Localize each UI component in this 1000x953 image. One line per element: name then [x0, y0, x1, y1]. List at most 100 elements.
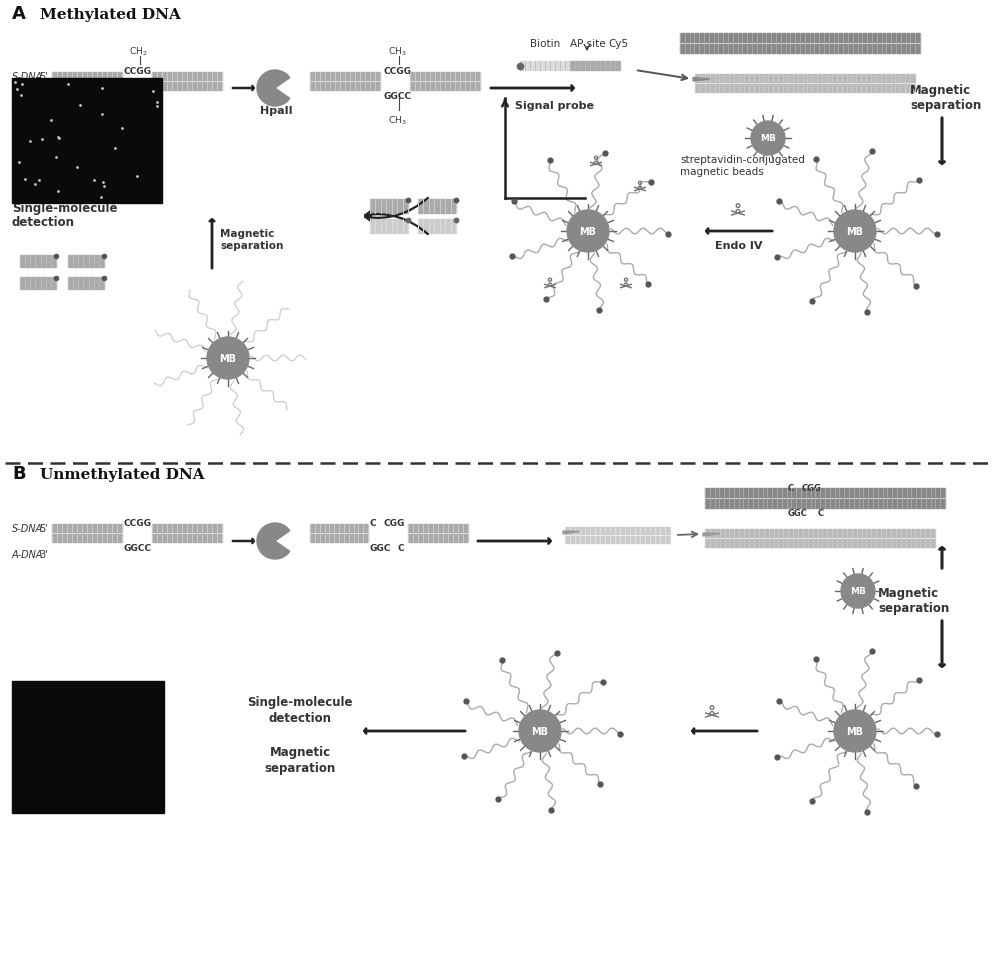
Text: MB: MB [847, 726, 864, 737]
Text: $\rm CH_3$: $\rm CH_3$ [129, 114, 148, 127]
Bar [68, 262, 104, 268]
Text: AP site: AP site [570, 39, 606, 49]
Text: 5': 5' [39, 523, 48, 534]
Bar [418, 227, 456, 233]
Bar [20, 284, 56, 290]
Bar [408, 534, 468, 542]
Bar [520, 63, 570, 71]
Text: HpaII: HpaII [260, 106, 293, 116]
Text: MB: MB [219, 354, 236, 364]
Text: GGCC: GGCC [124, 544, 152, 553]
Text: Cy5: Cy5 [608, 39, 628, 49]
Text: Unmethylated DNA: Unmethylated DNA [40, 468, 205, 481]
Bar [52, 72, 122, 81]
Text: CGG: CGG [383, 519, 404, 528]
Text: detection: detection [12, 215, 75, 229]
Bar [705, 489, 945, 497]
Bar [418, 220, 456, 226]
Polygon shape [703, 534, 720, 537]
Bar [418, 200, 456, 206]
Text: MB: MB [580, 227, 596, 236]
Text: Magnetic: Magnetic [269, 745, 331, 759]
Bar [705, 530, 935, 537]
Polygon shape [563, 532, 580, 535]
Text: CCGG: CCGG [124, 519, 152, 528]
Circle shape [834, 211, 876, 253]
Text: separation: separation [264, 761, 336, 774]
Wedge shape [257, 71, 290, 107]
Bar [20, 255, 56, 261]
Text: A-DNA: A-DNA [12, 550, 44, 559]
Circle shape [567, 211, 609, 253]
Bar [565, 528, 670, 535]
Text: MB: MB [850, 587, 866, 596]
Circle shape [834, 710, 876, 752]
Text: 3': 3' [39, 550, 48, 559]
Text: GGCC: GGCC [124, 92, 152, 101]
Bar [12, 681, 164, 813]
Text: C: C [369, 519, 376, 528]
Text: GGCC: GGCC [383, 92, 411, 101]
Text: Signal probe: Signal probe [515, 101, 594, 111]
Bar [370, 200, 408, 206]
Circle shape [841, 575, 875, 608]
Text: S-DNA: S-DNA [12, 523, 43, 534]
Bar [370, 220, 408, 226]
Bar [12, 79, 162, 204]
Text: Single-molecule: Single-molecule [247, 696, 353, 708]
Text: GGC: GGC [788, 509, 808, 518]
Bar [705, 499, 945, 508]
Bar [20, 262, 56, 268]
Bar [310, 83, 380, 91]
Text: C: C [397, 544, 404, 553]
Bar [68, 284, 104, 290]
Bar [680, 34, 920, 43]
Bar [310, 524, 368, 533]
Text: Magnetic
separation: Magnetic separation [878, 586, 949, 615]
Text: detection: detection [268, 711, 332, 724]
Text: Magnetic
separation: Magnetic separation [910, 84, 981, 112]
Text: Magnetic
separation: Magnetic separation [220, 229, 283, 251]
Circle shape [207, 337, 249, 379]
Text: 5': 5' [39, 71, 48, 82]
Bar [310, 72, 380, 81]
Bar [52, 524, 122, 533]
Text: CGG: CGG [802, 484, 822, 493]
Text: Biotin: Biotin [530, 39, 560, 49]
Circle shape [519, 710, 561, 752]
Circle shape [751, 122, 785, 156]
Bar [152, 524, 222, 533]
Text: streptavidin-conjugated
magnetic beads: streptavidin-conjugated magnetic beads [680, 155, 805, 176]
Bar [410, 83, 480, 91]
Wedge shape [257, 523, 290, 559]
Bar [695, 85, 915, 92]
Text: GGC: GGC [369, 544, 390, 553]
Bar [310, 534, 368, 542]
Text: $\rm CH_3$: $\rm CH_3$ [388, 114, 407, 127]
Bar [52, 534, 122, 542]
Bar [695, 75, 915, 83]
Text: S-DNA: S-DNA [12, 71, 43, 82]
Bar [410, 72, 480, 81]
Text: A: A [12, 5, 26, 23]
Bar [370, 227, 408, 233]
Bar [68, 255, 104, 261]
Text: C: C [788, 484, 794, 493]
Text: Single-molecule: Single-molecule [12, 202, 118, 214]
Text: $\rm CH_2$: $\rm CH_2$ [129, 46, 148, 58]
Bar [68, 277, 104, 283]
Text: Endo IV: Endo IV [715, 241, 763, 251]
Bar [370, 207, 408, 213]
Bar [152, 534, 222, 542]
Bar [705, 539, 935, 547]
Bar [52, 83, 122, 91]
Text: Methylated DNA: Methylated DNA [40, 8, 181, 22]
Text: CCGG: CCGG [383, 68, 411, 76]
Text: A-DNA: A-DNA [12, 99, 44, 109]
Bar [570, 63, 620, 71]
Text: MB: MB [760, 134, 776, 143]
Bar [152, 72, 222, 81]
Bar [565, 536, 670, 543]
Text: $\rm CH_3$: $\rm CH_3$ [388, 46, 407, 58]
Bar [152, 83, 222, 91]
